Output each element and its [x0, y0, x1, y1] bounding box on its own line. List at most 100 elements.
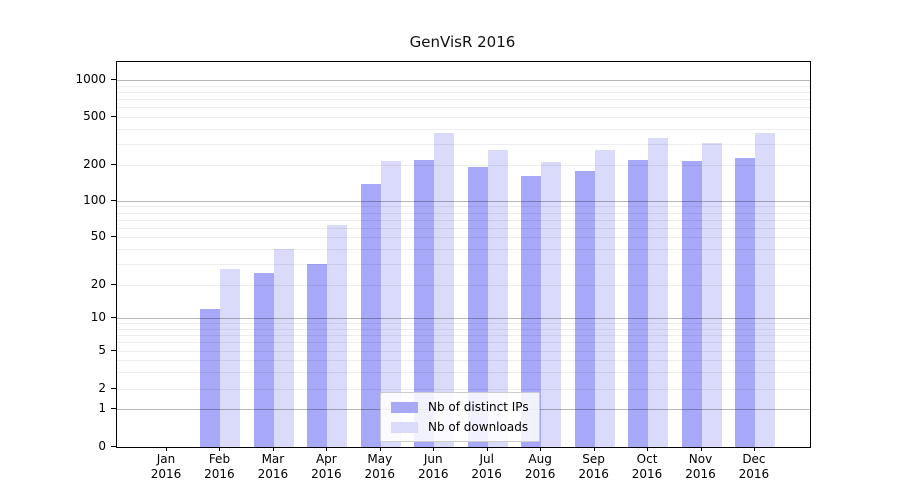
- y-tick-label: 20: [90, 277, 106, 291]
- x-tick-label-sep: Sep 2016: [578, 452, 609, 481]
- gridline-major: [117, 201, 810, 202]
- x-tick: [379, 447, 381, 451]
- legend: Nb of distinct IPs Nb of downloads: [380, 392, 540, 442]
- legend-label: Nb of downloads: [428, 420, 529, 434]
- y-tick: [111, 236, 116, 237]
- y-tick: [111, 284, 116, 285]
- gridline-minor: [117, 219, 810, 221]
- x-tick: [700, 447, 702, 451]
- gridline-minor: [117, 285, 810, 286]
- x-tick-label-aug: Aug 2016: [524, 452, 556, 481]
- bar-distinct-ips-oct: [628, 159, 649, 447]
- x-tick: [486, 447, 488, 451]
- y-tick-label: 2: [98, 381, 106, 395]
- x-tick-label-apr: Apr 2016: [311, 452, 342, 481]
- gridline-minor: [117, 360, 810, 362]
- bar-distinct-ips-apr: [307, 263, 328, 447]
- y-tick-label: 50: [90, 229, 106, 243]
- bar-downloads-nov: [701, 142, 722, 447]
- gridline-minor: [117, 91, 810, 93]
- gridline-minor: [117, 117, 810, 118]
- y-tick: [111, 317, 116, 318]
- x-tick: [326, 447, 328, 451]
- x-tick: [272, 447, 274, 451]
- x-tick: [219, 447, 221, 451]
- bar-distinct-ips-jun: [414, 159, 435, 447]
- gridline-minor: [117, 323, 810, 325]
- x-tick-label-may: May 2016: [364, 452, 396, 481]
- gridline-minor: [117, 99, 810, 101]
- legend-label: Nb of distinct IPs: [428, 400, 529, 414]
- gridline-minor: [117, 389, 810, 390]
- gridline-minor: [117, 248, 810, 250]
- legend-item-downloads: Nb of downloads: [391, 420, 529, 434]
- bar-downloads-jul: [487, 150, 508, 447]
- bar-distinct-ips-sep: [574, 171, 595, 447]
- bar-distinct-ips-feb: [200, 309, 221, 447]
- bar-downloads-mar: [273, 248, 294, 447]
- x-tick: [647, 447, 649, 451]
- bar-downloads-may: [380, 161, 401, 447]
- y-tick-label: 10: [90, 310, 106, 324]
- y-tick: [111, 388, 116, 389]
- y-tick-label: 500: [83, 109, 106, 123]
- y-tick: [111, 79, 116, 80]
- legend-swatch-downloads: [391, 421, 418, 433]
- y-tick-label: 1000: [75, 72, 106, 86]
- gridline-minor: [117, 328, 810, 330]
- x-tick: [166, 447, 167, 451]
- x-tick-label-oct: Oct 2016: [631, 452, 663, 481]
- x-tick: [753, 447, 755, 451]
- gridline-major: [117, 80, 810, 81]
- x-tick-label-jul: Jul 2016: [471, 452, 502, 481]
- bar-downloads-oct: [648, 137, 669, 447]
- chart-title: GenVisR 2016: [409, 33, 516, 51]
- gridline-minor: [117, 263, 810, 265]
- bar-distinct-ips-mar: [253, 273, 274, 447]
- x-tick-label-jun: Jun 2016: [417, 452, 449, 481]
- gridline-minor: [117, 107, 810, 109]
- bar-downloads-feb: [220, 269, 241, 447]
- y-tick-label: 100: [83, 193, 106, 207]
- legend-swatch-distinct-ips: [391, 401, 418, 413]
- y-tick: [111, 116, 116, 117]
- x-tick: [593, 447, 595, 451]
- x-tick: [540, 447, 542, 451]
- y-tick: [111, 350, 116, 351]
- x-tick-label-nov: Nov 2016: [685, 452, 716, 481]
- y-tick-label: 1: [98, 401, 106, 415]
- bar-distinct-ips-jul: [467, 166, 488, 447]
- bar-distinct-ips-may: [360, 184, 381, 447]
- x-tick-label-dec: Dec 2016: [738, 452, 770, 481]
- y-tick: [111, 164, 116, 165]
- gridline-minor: [117, 334, 810, 336]
- gridline-minor: [117, 237, 810, 238]
- y-tick-label: 200: [83, 157, 106, 171]
- y-tick: [111, 200, 116, 201]
- x-tick: [433, 447, 435, 451]
- bar-downloads-jun: [434, 132, 455, 447]
- legend-item-distinct-ips: Nb of distinct IPs: [391, 400, 529, 414]
- gridline-minor: [117, 212, 810, 214]
- gridline-minor: [117, 372, 810, 374]
- y-tick-label: 0: [98, 439, 106, 453]
- y-tick: [111, 446, 116, 447]
- gridline-minor: [117, 342, 810, 344]
- x-tick-label-mar: Mar 2016: [257, 452, 289, 481]
- bar-distinct-ips-aug: [521, 176, 542, 447]
- y-tick-label: 5: [98, 343, 106, 357]
- bar-downloads-aug: [541, 162, 562, 447]
- plot-area: Nb of distinct IPs Nb of downloads: [116, 61, 811, 448]
- gridline-minor: [117, 206, 810, 208]
- gridline-minor: [117, 143, 810, 145]
- bar-distinct-ips-dec: [734, 158, 755, 447]
- bar-distinct-ips-nov: [681, 160, 702, 447]
- bar-downloads-dec: [754, 132, 775, 447]
- bar-downloads-apr: [327, 225, 348, 447]
- gridline-major: [117, 318, 810, 319]
- gridline-minor: [117, 128, 810, 130]
- gridline-minor: [117, 351, 810, 352]
- gridline-minor: [117, 165, 810, 166]
- gridline-minor: [117, 227, 810, 229]
